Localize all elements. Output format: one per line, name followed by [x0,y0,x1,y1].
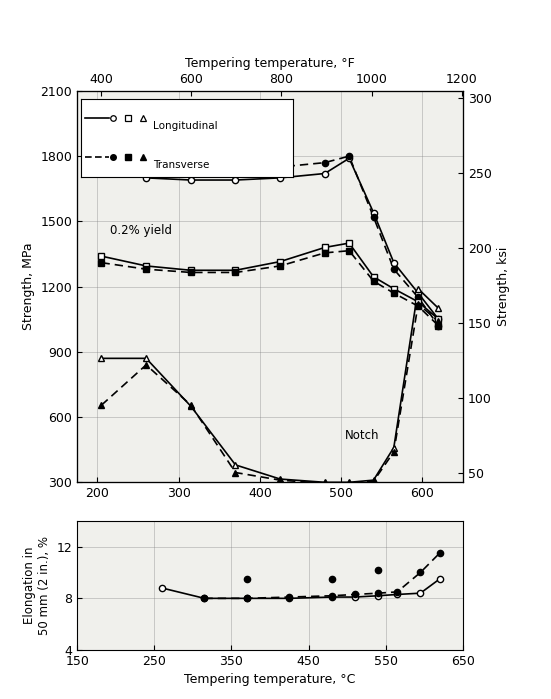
Text: 0.2% yield: 0.2% yield [110,224,171,238]
X-axis label: Tempering temperature, °F: Tempering temperature, °F [185,57,355,71]
Y-axis label: Elongation in
50 mm (2 in.), %: Elongation in 50 mm (2 in.), % [23,536,51,635]
Text: Notch: Notch [345,428,380,442]
Y-axis label: Strength, MPa: Strength, MPa [22,243,35,331]
Text: Tensile: Tensile [115,159,155,172]
Y-axis label: Strength, ksi: Strength, ksi [497,247,510,326]
X-axis label: Tempering temperature, °C: Tempering temperature, °C [184,674,356,686]
